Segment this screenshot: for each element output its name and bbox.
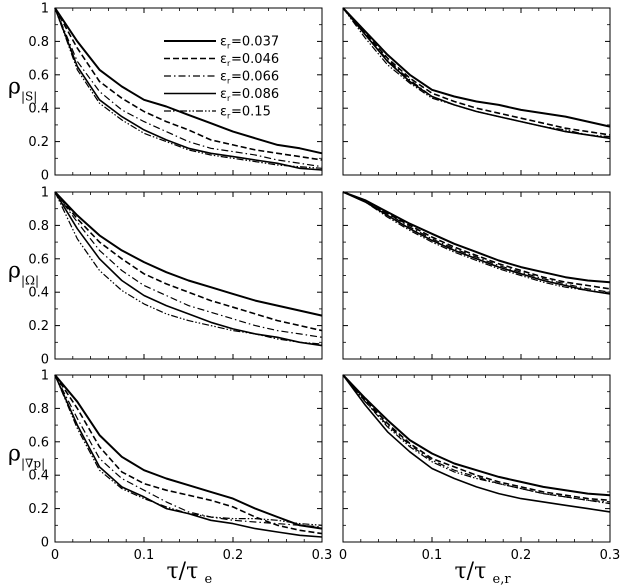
y-tick-label: 0.2 bbox=[28, 319, 49, 334]
series-line-3 bbox=[342, 191, 611, 293]
x-tick-label: 0.3 bbox=[600, 548, 621, 563]
panel-row2-right bbox=[342, 191, 611, 360]
series-line-3 bbox=[342, 7, 611, 139]
series-line-5 bbox=[342, 7, 611, 138]
y-tick-label: 0.2 bbox=[28, 502, 49, 517]
y-axis-label: ρ bbox=[8, 75, 21, 100]
series-line-1 bbox=[342, 374, 611, 497]
x-tick-label: 0.2 bbox=[223, 548, 244, 563]
series-line-1 bbox=[54, 374, 323, 530]
y-tick-label: 1 bbox=[41, 186, 49, 201]
y-tick-label: 0.6 bbox=[28, 252, 49, 267]
legend-symbol-subscript: r bbox=[227, 94, 231, 103]
y-tick-label: 0 bbox=[41, 169, 49, 184]
x-tick-label: 0 bbox=[51, 548, 59, 563]
plot-frame bbox=[54, 191, 323, 360]
series-line-5 bbox=[54, 7, 323, 169]
series-line-4 bbox=[54, 191, 323, 347]
panel-row1-right bbox=[342, 7, 611, 176]
x-tick-label: 0.3 bbox=[312, 548, 333, 563]
x-axis-label-left-subscript: e bbox=[205, 572, 213, 587]
y-tick-label: 1 bbox=[41, 369, 49, 384]
series-line-2 bbox=[342, 374, 611, 502]
legend-label-5: =0.15 bbox=[231, 105, 271, 120]
legend-symbol-subscript: r bbox=[227, 59, 231, 68]
y-tick-label: 0.6 bbox=[28, 68, 49, 83]
y-tick-label: 0.6 bbox=[28, 435, 49, 450]
plot-frame bbox=[342, 374, 611, 543]
legend-symbol: ε bbox=[220, 52, 227, 67]
x-tick-label: 0.2 bbox=[511, 548, 532, 563]
panel-row2-left: 0 0.2 0.4 0.6 0.8 1 bbox=[28, 186, 323, 368]
series-line-1 bbox=[342, 7, 611, 128]
series-line-5 bbox=[342, 374, 611, 505]
legend-symbol-subscript: r bbox=[227, 77, 231, 86]
y-tick-label: 0.8 bbox=[28, 35, 49, 50]
legend-symbol: ε bbox=[220, 105, 227, 120]
series-line-3 bbox=[54, 374, 323, 528]
legend-symbol-subscript: r bbox=[227, 42, 231, 51]
legend-symbol: ε bbox=[220, 35, 227, 50]
plot-frame bbox=[342, 191, 611, 360]
panel-row3-right: 0 0.1 0.2 0.3 bbox=[339, 374, 621, 563]
legend-symbol: ε bbox=[220, 87, 227, 102]
series-line-2 bbox=[342, 7, 611, 136]
panel-row1-left: 0 0.2 0.4 0.6 0.8 1 bbox=[28, 2, 323, 184]
x-tick-label: 0.1 bbox=[134, 548, 155, 563]
y-tick-label: 0 bbox=[41, 353, 49, 368]
legend-symbol-subscript: r bbox=[227, 112, 231, 121]
series-line-5 bbox=[54, 191, 323, 345]
series-line-1 bbox=[54, 191, 323, 317]
y-tick-label: 0.2 bbox=[28, 135, 49, 150]
plot-frame bbox=[342, 7, 611, 176]
series-line-5 bbox=[342, 191, 611, 295]
series-line-1 bbox=[54, 7, 323, 155]
y-tick-label: 0.8 bbox=[28, 219, 49, 234]
series-line-3 bbox=[54, 191, 323, 338]
x-axis-label-right-subscript: e,r bbox=[493, 572, 512, 587]
plot-frame bbox=[54, 7, 323, 176]
series-line-4 bbox=[342, 374, 611, 513]
series-line-4 bbox=[54, 374, 323, 538]
y-tick-label: 0.4 bbox=[28, 102, 49, 117]
y-tick-label: 1 bbox=[41, 2, 49, 17]
series-line-3 bbox=[342, 374, 611, 503]
y-tick-label: 0.8 bbox=[28, 402, 49, 417]
legend-label-1: =0.037 bbox=[231, 35, 279, 50]
y-axis-label-subscript: |Ω| bbox=[21, 274, 39, 288]
x-axis-label-right: τ/τ bbox=[455, 559, 487, 584]
y-axis-label-subscript: |∇p| bbox=[21, 457, 45, 471]
x-axis-label-left: τ/τ bbox=[167, 559, 199, 584]
x-tick-label: 0 bbox=[339, 548, 347, 563]
y-axis-label: ρ bbox=[8, 259, 21, 284]
legend-symbol: ε bbox=[220, 70, 227, 85]
series-line-2 bbox=[54, 7, 323, 161]
x-tick-label: 0.1 bbox=[422, 548, 443, 563]
series-line-5 bbox=[54, 374, 323, 526]
series-line-4 bbox=[342, 7, 611, 140]
series-line-1 bbox=[342, 191, 611, 284]
legend-label-3: =0.066 bbox=[231, 70, 279, 85]
y-tick-label: 0.4 bbox=[28, 286, 49, 301]
series-line-2 bbox=[54, 374, 323, 535]
y-tick-label: 0.4 bbox=[28, 469, 49, 484]
y-axis-label-subscript: |S| bbox=[21, 90, 37, 104]
series-line-4 bbox=[342, 191, 611, 295]
panel-row3-left: 0 0.2 0.4 0.6 0.8 1 0 0.1 0.2 0.3 bbox=[28, 369, 332, 564]
series-line-4 bbox=[54, 7, 323, 171]
series-line-2 bbox=[54, 191, 323, 332]
legend-label-4: =0.086 bbox=[231, 87, 279, 102]
y-axis-label: ρ bbox=[8, 442, 21, 467]
series-line-3 bbox=[54, 7, 323, 168]
series-line-2 bbox=[342, 191, 611, 290]
y-tick-label: 0 bbox=[41, 536, 49, 551]
legend-label-2: =0.046 bbox=[231, 52, 279, 67]
